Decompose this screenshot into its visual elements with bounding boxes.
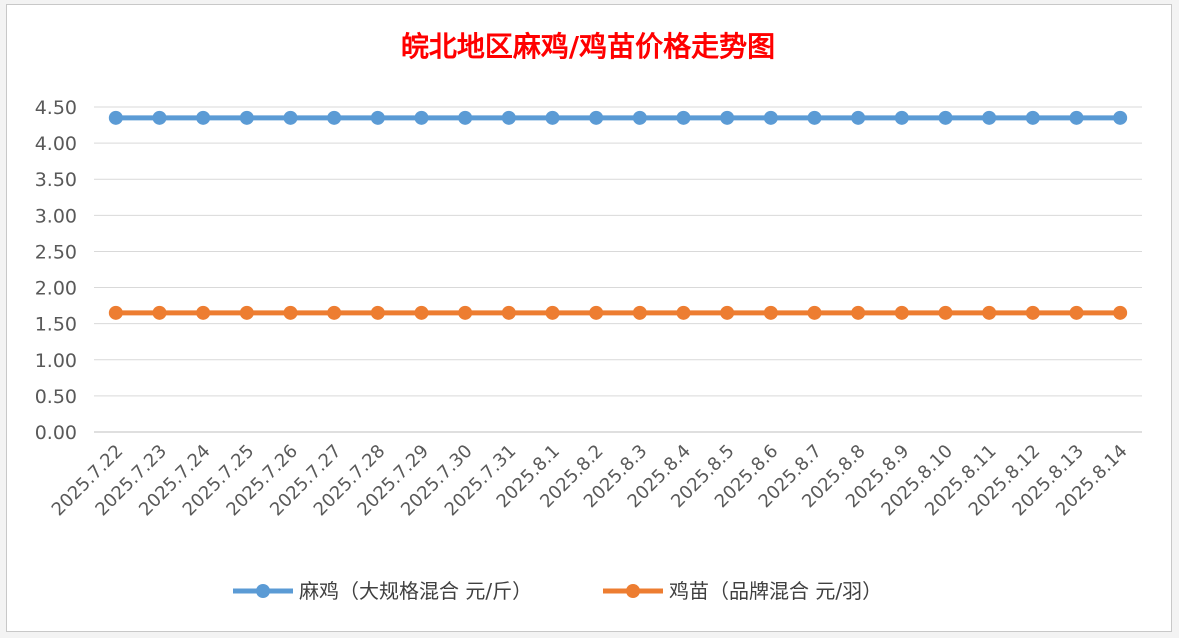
- data-point: [108, 110, 123, 125]
- data-point: [938, 110, 953, 125]
- data-point: [458, 305, 473, 320]
- data-point: [894, 305, 909, 320]
- data-point: [720, 110, 735, 125]
- y-tick-label: 4.50: [35, 97, 77, 119]
- data-point: [370, 110, 385, 125]
- data-point: [152, 305, 167, 320]
- data-point: [327, 305, 342, 320]
- series-2: [108, 305, 1128, 320]
- legend-item: 麻鸡（大规格混合 元/斤）: [233, 579, 532, 603]
- data-point: [501, 110, 516, 125]
- data-point: [458, 110, 473, 125]
- data-point: [283, 110, 298, 125]
- data-point: [370, 305, 385, 320]
- data-point: [283, 305, 298, 320]
- legend-item: 鸡苗（品牌混合 元/羽）: [603, 579, 882, 603]
- data-point: [414, 110, 429, 125]
- data-point: [851, 305, 866, 320]
- y-tick-label: 3.00: [35, 205, 77, 227]
- data-point: [894, 110, 909, 125]
- data-point: [501, 305, 516, 320]
- data-point: [589, 305, 604, 320]
- data-point: [982, 110, 997, 125]
- y-axis-ticks: 0.00 0.50 1.00 1.50 2.00 2.50 3.00 3.50 4.00 4.50: [35, 97, 77, 444]
- data-point: [239, 110, 254, 125]
- series-lines: [108, 110, 1128, 320]
- legend-swatch-marker: [256, 584, 270, 598]
- data-point: [327, 110, 342, 125]
- data-point: [152, 110, 167, 125]
- data-point: [239, 305, 254, 320]
- data-point: [676, 305, 691, 320]
- data-point: [1113, 110, 1128, 125]
- data-point: [196, 305, 211, 320]
- data-point: [982, 305, 997, 320]
- data-point: [938, 305, 953, 320]
- y-tick-label: 0.00: [35, 422, 77, 444]
- data-point: [545, 305, 560, 320]
- data-point: [720, 305, 735, 320]
- data-point: [108, 305, 123, 320]
- data-point: [763, 305, 778, 320]
- x-axis-ticks: 2025.7.222025.7.232025.7.242025.7.252025…: [48, 441, 1132, 521]
- legend-label: 鸡苗（品牌混合 元/羽）: [669, 579, 882, 603]
- legend-label: 麻鸡（大规格混合 元/斤）: [299, 579, 532, 603]
- series-1: [108, 110, 1128, 125]
- data-point: [414, 305, 429, 320]
- y-tick-label: 0.50: [35, 386, 77, 408]
- gridlines: [94, 106, 1142, 433]
- y-tick-label: 1.50: [35, 314, 77, 336]
- y-tick-label: 2.00: [35, 278, 77, 300]
- data-point: [1025, 110, 1040, 125]
- data-point: [632, 305, 647, 320]
- y-tick-label: 1.00: [35, 350, 77, 372]
- chart-title: 皖北地区麻鸡/鸡苗价格走势图: [401, 30, 775, 63]
- data-point: [1025, 305, 1040, 320]
- data-point: [676, 110, 691, 125]
- data-point: [851, 110, 866, 125]
- data-point: [632, 110, 647, 125]
- data-point: [1113, 305, 1128, 320]
- legend-swatch-marker: [626, 584, 640, 598]
- y-tick-label: 3.50: [35, 169, 77, 191]
- data-point: [807, 110, 822, 125]
- data-point: [545, 110, 560, 125]
- legend: 麻鸡（大规格混合 元/斤） 鸡苗（品牌混合 元/羽）: [233, 579, 882, 603]
- y-tick-label: 2.50: [35, 241, 77, 263]
- data-point: [589, 110, 604, 125]
- y-tick-label: 4.00: [35, 133, 77, 155]
- data-point: [1069, 305, 1084, 320]
- data-point: [1069, 110, 1084, 125]
- data-point: [763, 110, 778, 125]
- data-point: [807, 305, 822, 320]
- data-point: [196, 110, 211, 125]
